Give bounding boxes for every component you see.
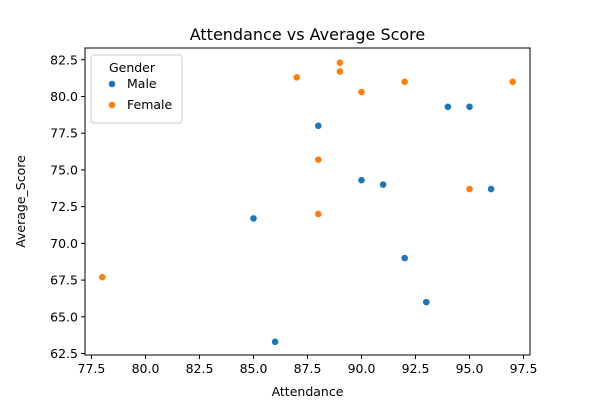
x-tick-label: 90.0 bbox=[348, 361, 376, 376]
x-axis: 77.5 80.0 82.5 85.0 87.5 90.0 92.5 95.0 97.5 bbox=[78, 355, 538, 376]
data-point-male bbox=[379, 180, 388, 189]
y-axis-label: Average_Score bbox=[13, 155, 28, 248]
data-point-female bbox=[336, 67, 344, 76]
legend: Gender Male Female bbox=[90, 54, 183, 124]
legend-marker-male bbox=[108, 80, 116, 88]
data-point-female bbox=[292, 73, 301, 82]
data-point-male bbox=[487, 185, 496, 193]
series-male bbox=[249, 102, 496, 346]
data-point-female bbox=[465, 185, 474, 193]
data-point-male bbox=[422, 298, 431, 307]
legend-label-female: Female bbox=[127, 97, 173, 112]
series-female bbox=[98, 58, 517, 282]
legend-marker-female bbox=[108, 101, 116, 109]
data-point-female bbox=[508, 77, 517, 86]
x-tick-label: 85.0 bbox=[240, 361, 268, 376]
data-point-female bbox=[314, 210, 323, 218]
data-point-male bbox=[271, 337, 279, 346]
data-point-male bbox=[357, 176, 366, 185]
plot-area bbox=[98, 58, 517, 346]
x-tick-label: 92.5 bbox=[402, 361, 430, 376]
data-point-male bbox=[444, 102, 452, 111]
y-tick-label: 77.5 bbox=[50, 126, 78, 141]
x-tick-label: 95.0 bbox=[456, 361, 484, 376]
x-tick-label: 77.5 bbox=[78, 361, 106, 376]
data-point-male bbox=[249, 214, 258, 223]
legend-title: Gender bbox=[109, 60, 156, 75]
y-tick-label: 75.0 bbox=[50, 162, 78, 177]
x-axis-label: Attendance bbox=[272, 384, 344, 399]
x-tick-label: 97.5 bbox=[510, 361, 538, 376]
y-tick-label: 65.0 bbox=[50, 309, 78, 324]
y-tick-label: 62.5 bbox=[50, 346, 78, 361]
x-tick-label: 80.0 bbox=[132, 361, 160, 376]
x-tick-label: 87.5 bbox=[294, 361, 322, 376]
data-point-female bbox=[98, 273, 107, 282]
y-tick-label: 72.5 bbox=[50, 199, 78, 214]
y-tick-label: 80.0 bbox=[50, 89, 78, 104]
y-tick-label: 82.5 bbox=[50, 52, 78, 67]
data-point-female bbox=[357, 88, 366, 96]
y-tick-label: 70.0 bbox=[50, 236, 78, 251]
y-axis: 62.5 65.0 67.5 70.0 72.5 75.0 77.5 80.0 82.5 bbox=[50, 52, 85, 361]
data-point-female bbox=[336, 58, 344, 67]
data-point-male bbox=[465, 102, 474, 111]
x-tick-label: 82.5 bbox=[186, 361, 214, 376]
y-tick-label: 67.5 bbox=[50, 273, 78, 288]
data-point-male bbox=[314, 121, 323, 130]
data-point-female bbox=[400, 77, 409, 86]
legend-label-male: Male bbox=[127, 76, 157, 91]
chart-title: Attendance vs Average Score bbox=[190, 25, 426, 44]
data-point-male bbox=[400, 254, 409, 262]
data-point-female bbox=[314, 155, 323, 164]
